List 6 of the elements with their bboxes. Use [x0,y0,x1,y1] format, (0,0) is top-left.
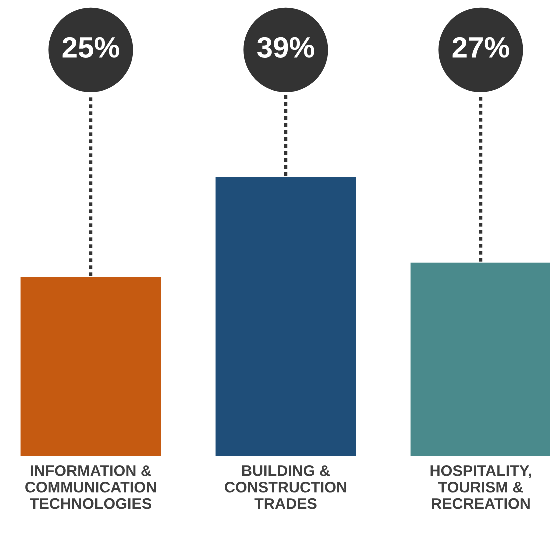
data-label: 27% [452,37,510,58]
data-label: 25% [62,37,120,58]
data-label: 39% [257,37,314,58]
x-tick-label: HOSPITALITY, TOURISM & RECREATION [430,466,532,510]
x-tick-label: INFORMATION & COMMUNICATION TECHNOLOGIES [26,466,156,510]
x-tick-label: BUILDING & CONSTRUCTION TRADES [225,466,347,510]
